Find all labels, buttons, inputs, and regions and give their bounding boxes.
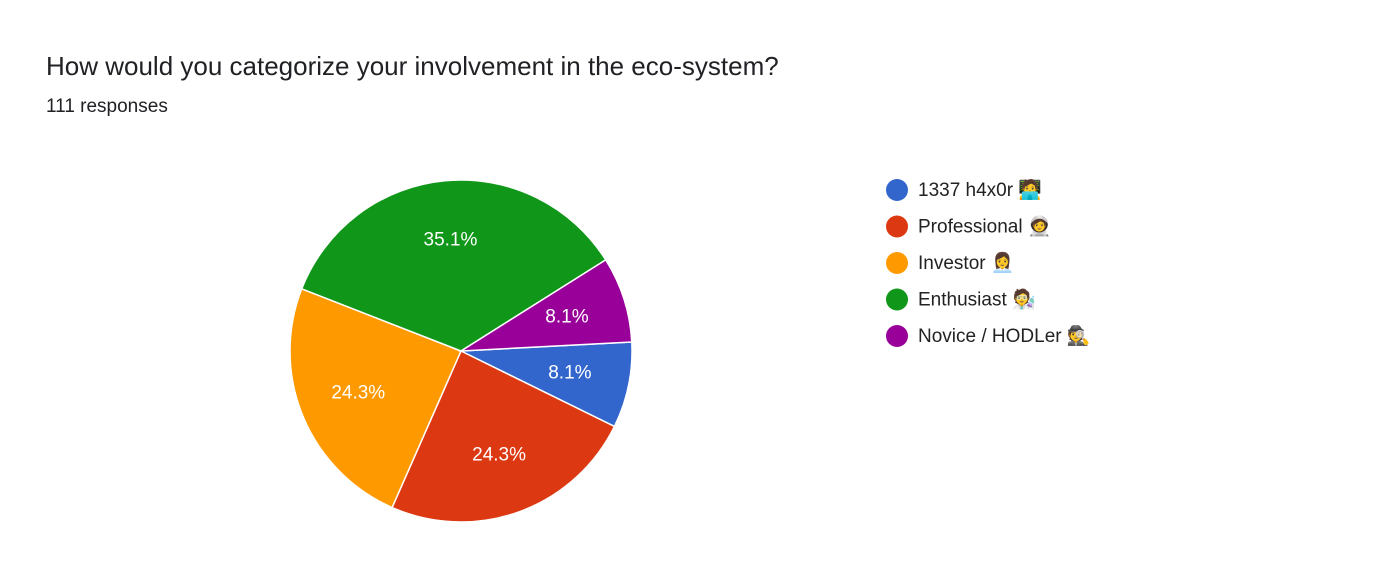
slice-label: 24.3% xyxy=(331,382,385,403)
legend-marker xyxy=(886,252,908,274)
legend-label: Investor 👩‍💼 xyxy=(918,251,1015,274)
slice-label: 8.1% xyxy=(545,306,588,327)
legend-marker xyxy=(886,325,908,347)
pie-slice xyxy=(391,349,616,523)
legend-marker xyxy=(886,215,908,238)
legend-label: Enthusiast 🧑‍🔬 xyxy=(918,288,1036,311)
pie-slice xyxy=(458,258,633,352)
legend-label: Professional 🧑‍🚀 xyxy=(918,215,1052,238)
chart-subtitle: 111 responses xyxy=(46,96,168,117)
slice-label: 24.3% xyxy=(472,444,526,465)
pie-slice xyxy=(289,287,463,509)
slice-label: 8.1% xyxy=(548,362,591,383)
chart-title: How would you categorize your involvemen… xyxy=(46,51,779,81)
legend-label: 1337 h4x0r 🧑‍💻 xyxy=(918,178,1042,201)
pie-slice xyxy=(300,179,607,352)
legend-marker xyxy=(886,288,908,311)
slice-label: 35.1% xyxy=(424,229,478,250)
legend-marker xyxy=(886,179,908,201)
legend-label: Novice / HODLer 🕵️ xyxy=(918,324,1091,347)
